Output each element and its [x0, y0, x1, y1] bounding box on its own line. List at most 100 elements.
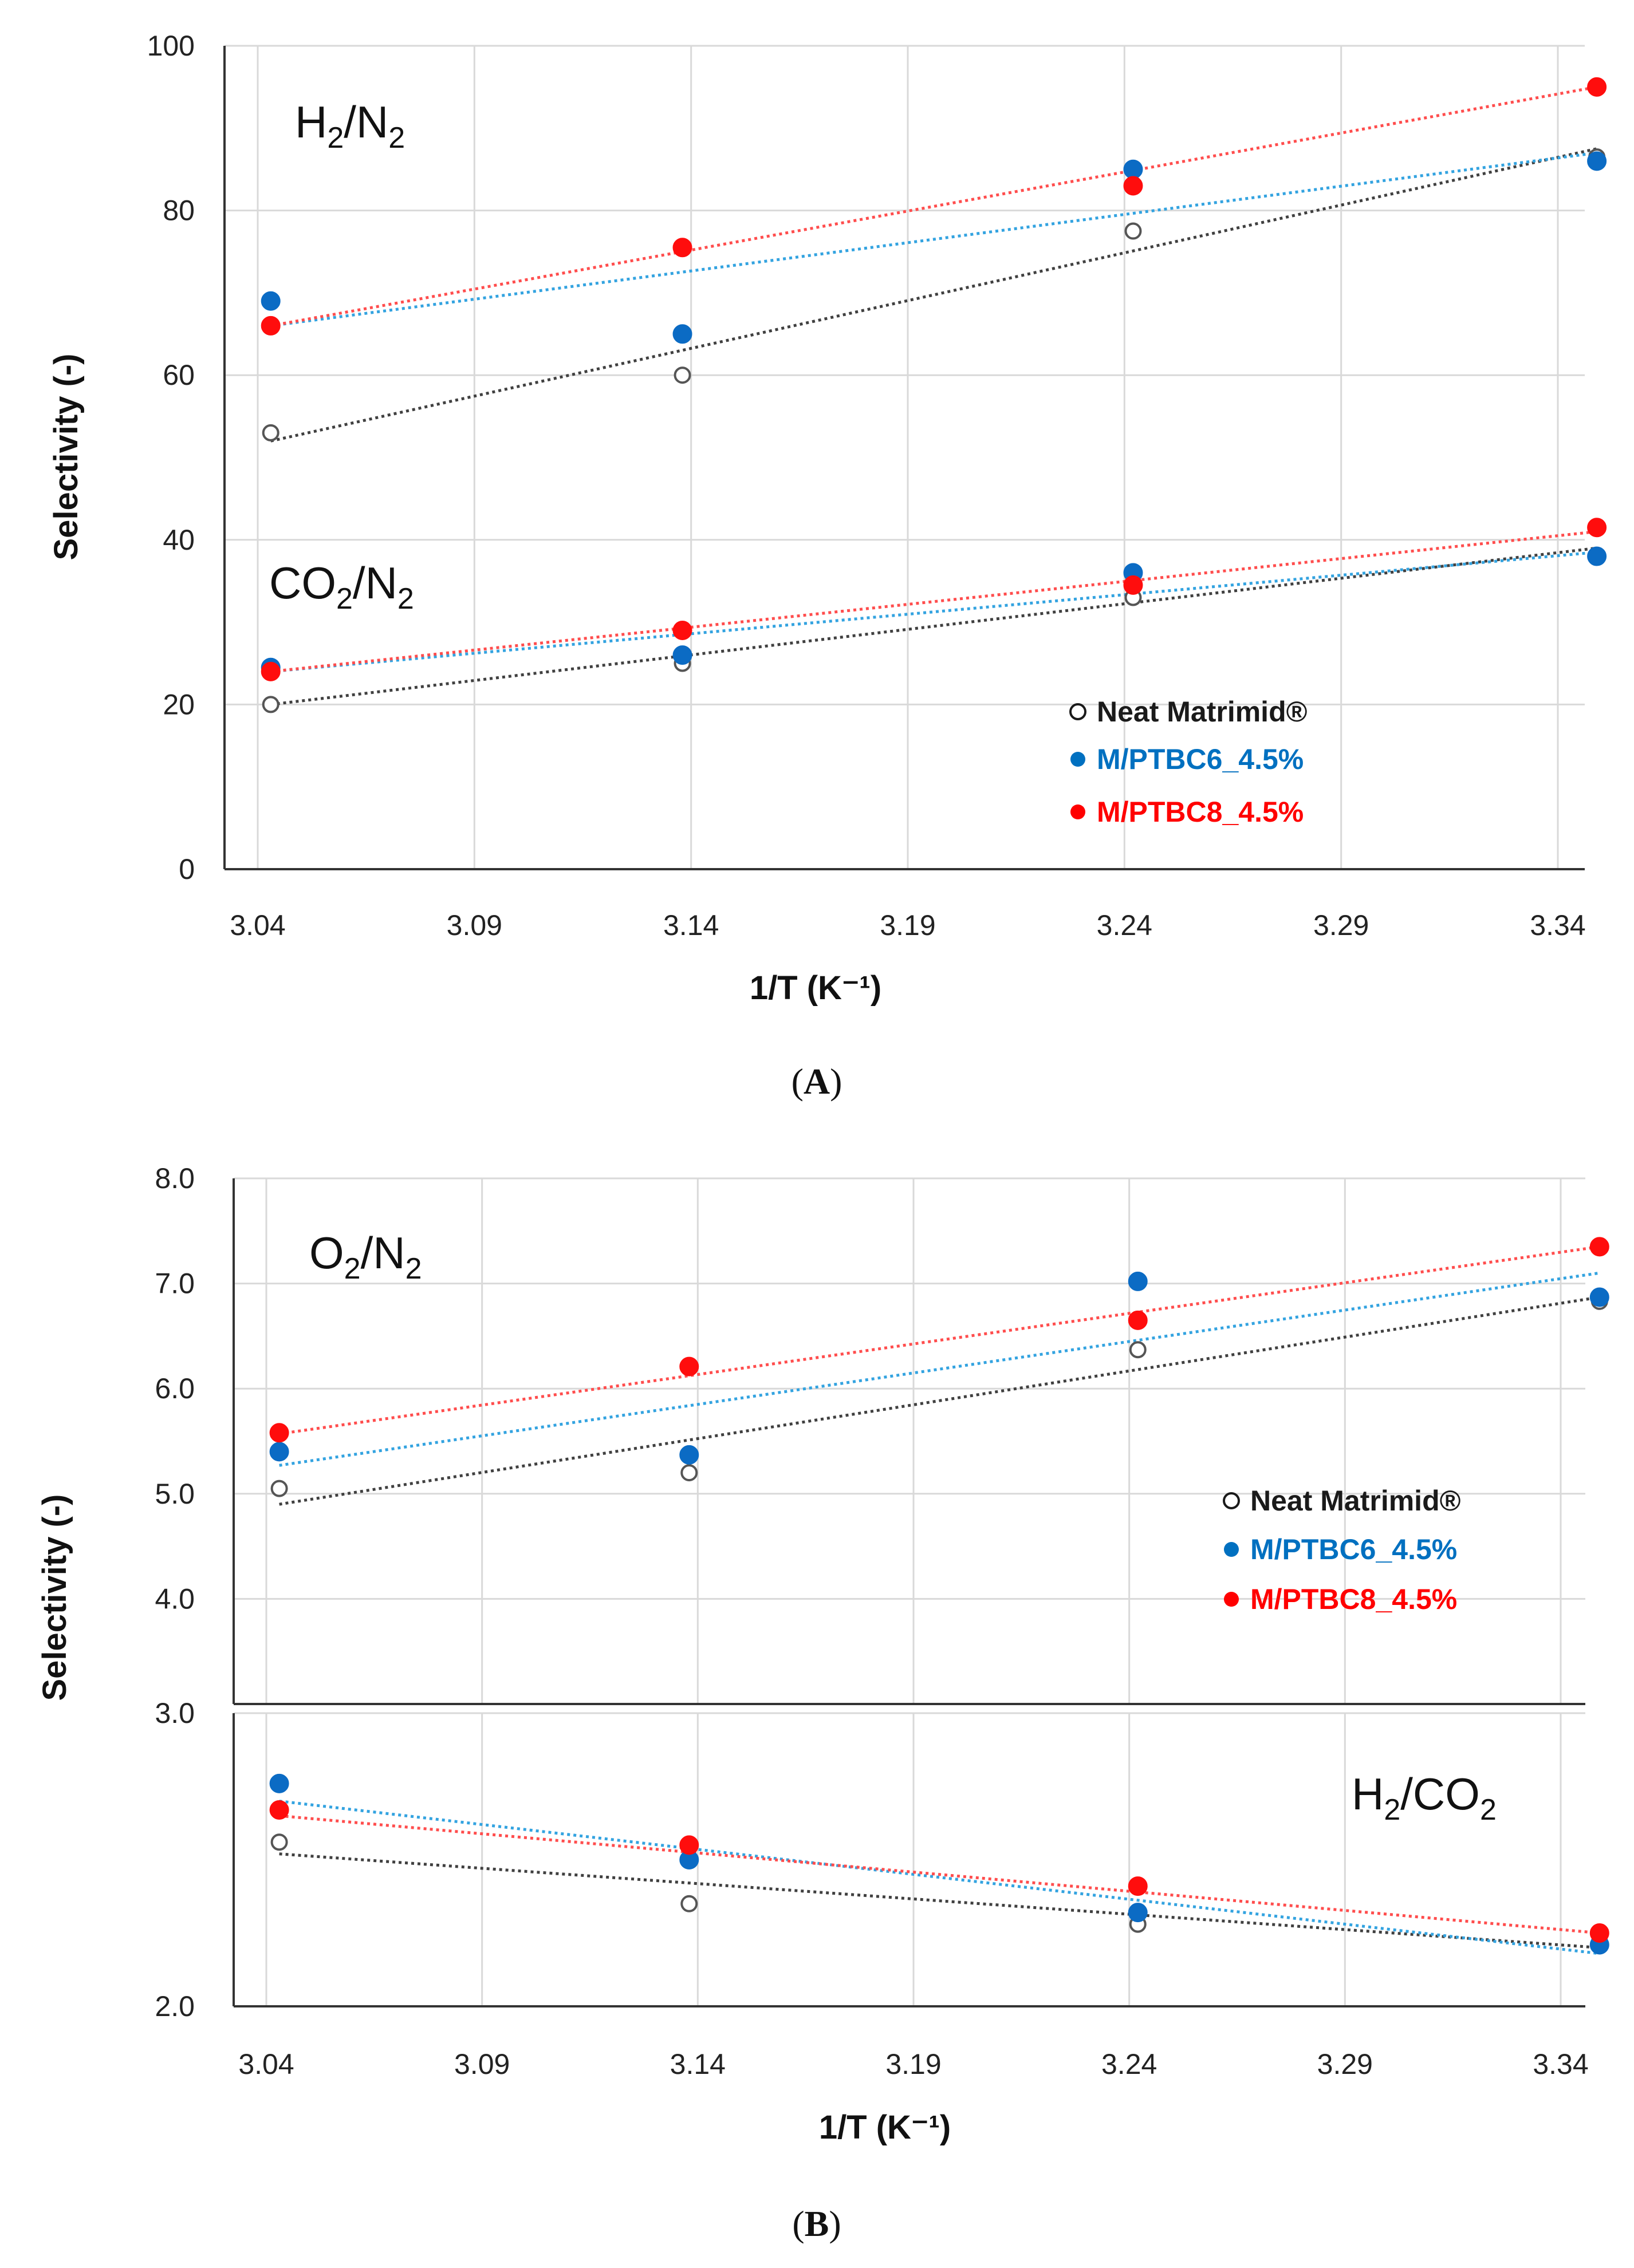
y-tick-label: 3.0: [155, 1697, 195, 1729]
panel-b-plot-area-upper: [234, 1178, 1585, 1704]
panel-b-chart: 2.03.04.05.06.07.08.0 3.04 3.09 3.14 3.19 3.…: [36, 1162, 1609, 2244]
panel-b-caption-letter: B: [805, 2203, 829, 2244]
legend-label-ptbc6: M/PTBC6_4.5%: [1250, 1533, 1457, 1565]
y-tick-label: 6.0: [155, 1372, 195, 1405]
label-sub: 2: [327, 121, 344, 155]
legend-marker-neat: [1069, 703, 1086, 720]
data-point-neat: [674, 366, 691, 384]
data-point-ptbc8: [269, 1800, 289, 1820]
data-point-ptbc8: [1589, 1237, 1609, 1257]
y-tick-label: 8.0: [155, 1162, 195, 1194]
x-tick-label: 3.19: [880, 909, 935, 941]
y-tick-label: 100: [147, 30, 195, 62]
data-point-ptbc6: [672, 645, 692, 665]
label-main: H: [295, 97, 327, 147]
data-point-neat: [262, 696, 279, 713]
label-mid: /N: [361, 1228, 405, 1278]
label-main: H: [1352, 1769, 1384, 1819]
label-mid: /N: [344, 97, 388, 147]
legend-label-ptbc6: M/PTBC6_4.5%: [1097, 743, 1304, 775]
data-point-neat: [680, 1895, 698, 1912]
panel-a-caption: (A): [792, 1061, 842, 1102]
panel-b-points: [269, 1237, 1609, 1955]
data-point-ptbc8: [1128, 1876, 1148, 1896]
y-tick-label: 20: [163, 688, 195, 720]
trendline-ptbc8: [270, 530, 1597, 673]
trendline-ptbc8: [279, 1814, 1600, 1935]
data-point-neat: [1129, 1341, 1147, 1359]
data-point-ptbc6: [1128, 1903, 1148, 1923]
label-sub: 2: [405, 1252, 422, 1285]
trendline-ptbc8: [279, 1245, 1600, 1435]
data-point-ptbc8: [1587, 518, 1607, 538]
data-point-ptbc8: [261, 315, 281, 336]
panel-b-group-label-o2-n2: O2/N2: [309, 1228, 422, 1285]
panel-b-y-ticks: 2.0 3.0 4.0 5.0 6.0 7.0 8.0: [155, 1162, 195, 2022]
y-tick-label: 4.0: [155, 1583, 195, 1615]
y-tick-label: 5.0: [155, 1478, 195, 1510]
label-sub: 2: [1384, 1793, 1400, 1827]
data-point-ptbc8: [1589, 1923, 1609, 1943]
panel-b-plot-area-lower: [234, 1713, 1585, 2006]
x-tick-label: 3.14: [670, 2048, 726, 2080]
panel-a-trendlines: [270, 85, 1597, 706]
label-sub: 2: [336, 582, 353, 616]
panel-a-axes: [223, 46, 1585, 870]
trendline-ptbc8: [270, 85, 1597, 328]
y-tick-label: 7.0: [155, 1268, 195, 1300]
data-point-ptbc6: [1589, 1287, 1609, 1307]
legend-label-neat: Neat Matrimid®: [1097, 696, 1308, 728]
data-point-ptbc8: [1587, 77, 1607, 97]
panel-a-legend: Neat Matrimid® M/PTBC6_4.5% M/PTBC8_4.5%: [1069, 696, 1308, 828]
data-point-neat: [680, 1464, 698, 1482]
data-point-ptbc6: [261, 291, 281, 311]
data-point-neat: [262, 424, 279, 441]
y-tick-label: 2.0: [155, 1990, 195, 2022]
data-point-ptbc8: [269, 1423, 289, 1443]
data-point-ptbc6: [1587, 546, 1607, 566]
panel-a-x-ticks: 3.04 3.09 3.14 3.19 3.24 3.29 3.34: [230, 909, 1585, 941]
x-tick-label: 3.04: [238, 2048, 294, 2080]
label-sub: 2: [397, 582, 414, 616]
x-tick-label: 3.24: [1097, 909, 1152, 941]
panel-b-gridlines: [234, 1177, 1585, 2006]
label-sub: 2: [1480, 1793, 1497, 1827]
x-tick-label: 3.29: [1317, 2048, 1373, 2080]
data-point-neat: [270, 1833, 288, 1851]
x-tick-label: 3.09: [447, 909, 502, 941]
legend-marker-ptbc8: [1224, 1592, 1239, 1607]
legend-label-ptbc8: M/PTBC8_4.5%: [1097, 796, 1304, 828]
panel-a-x-axis-label: 1/T (K⁻¹): [750, 969, 881, 1007]
x-tick-label: 3.24: [1101, 2048, 1157, 2080]
panel-a-gridlines: [225, 45, 1585, 869]
x-tick-label: 3.29: [1313, 909, 1369, 941]
panel-a-caption-letter: A: [804, 1061, 830, 1102]
trendline-neat: [279, 1852, 1600, 1950]
legend-marker-neat: [1223, 1492, 1240, 1509]
label-sub: 2: [388, 121, 405, 155]
data-point-ptbc6: [269, 1442, 289, 1462]
legend-label-neat: Neat Matrimid®: [1250, 1485, 1461, 1517]
panel-a-y-axis-label: Selectivity (-): [48, 354, 85, 561]
data-point-ptbc6: [679, 1445, 699, 1465]
data-point-ptbc8: [1123, 176, 1143, 196]
y-tick-label: 40: [163, 524, 195, 556]
panel-b-x-ticks: 3.04 3.09 3.14 3.19 3.24 3.29 3.34: [238, 2048, 1588, 2080]
panel-b-y-axis-label: Selectivity (-): [36, 1494, 73, 1701]
legend-marker-ptbc6: [1070, 752, 1085, 767]
data-point-ptbc8: [1123, 575, 1143, 595]
label-mid: /N: [353, 558, 397, 608]
panel-a-y-ticks: 0 20 40 60 80 100: [147, 30, 195, 885]
panel-b-x-axis-label: 1/T (K⁻¹): [819, 2109, 951, 2146]
data-point-ptbc8: [679, 1835, 699, 1855]
y-tick-label: 0: [179, 853, 195, 885]
panel-b-group-label-h2-co2: H2/CO2: [1352, 1769, 1497, 1827]
legend-label-ptbc8: M/PTBC8_4.5%: [1250, 1583, 1457, 1615]
trendline-ptbc6: [279, 1800, 1600, 1955]
trendline-ptbc6: [270, 550, 1597, 673]
trendline-ptbc6: [279, 1271, 1600, 1467]
trendline-ptbc6: [270, 151, 1597, 328]
panel-a-chart: 0 20 40 60 80 100 3.04 3.09 3.14 3.19 3.24 3.29 3.3…: [48, 30, 1607, 1102]
data-point-ptbc8: [672, 620, 692, 640]
legend-marker-ptbc6: [1224, 1542, 1239, 1557]
